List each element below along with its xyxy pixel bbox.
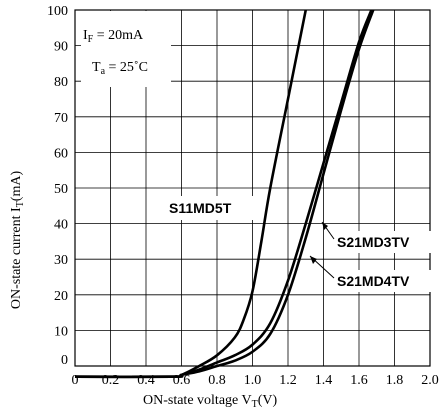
x-tick-label: 0.8 <box>208 373 226 388</box>
y-tick-label: 20 <box>54 289 68 304</box>
x-tick-label: 1.0 <box>244 373 262 388</box>
y-tick-label: 70 <box>54 111 68 126</box>
series-line-s21md4tv <box>74 9 375 379</box>
x-tick-label: 0.4 <box>137 373 155 388</box>
y-tick-label: 50 <box>54 182 68 197</box>
x-tick-label: 1.8 <box>386 373 404 388</box>
x-tick-label: 0 <box>72 373 79 388</box>
series-label-s21md4tv: S21MD4TV <box>337 273 410 289</box>
y-tick-label: 40 <box>54 218 68 233</box>
series-label-s21md3tv: S21MD3TV <box>337 234 410 250</box>
series-label-s11md5t: S11MD5T <box>169 200 232 216</box>
y-tick-label: 10 <box>54 324 68 339</box>
y-tick-label: 80 <box>54 75 68 90</box>
conditions-box: IF = 20mA Ta = 25˚C <box>81 11 171 87</box>
series-curves <box>74 9 375 379</box>
grid <box>75 10 430 366</box>
y-tick-label: 90 <box>54 40 68 55</box>
s21md3tv-arrowhead <box>322 222 328 230</box>
x-tick-label: 1.4 <box>315 373 333 388</box>
y-axis-title: ON-state current IT(mA) <box>9 171 26 310</box>
x-tick-label: 2.0 <box>421 373 439 388</box>
y-tick-label: 60 <box>54 146 68 161</box>
x-tick-label: 0.2 <box>102 373 120 388</box>
y-tick-label: 0 <box>61 353 68 368</box>
y-tick-label: 30 <box>54 253 68 268</box>
x-tick-label: 1.6 <box>350 373 368 388</box>
y-tick-label: 100 <box>47 4 68 19</box>
s21md4tv-arrowhead <box>310 256 317 264</box>
x-axis: 0 0.2 0.4 0.6 0.8 1.0 1.2 1.4 1.6 1.8 2.0 <box>72 373 439 388</box>
plot-frame <box>74 9 431 367</box>
ambient-temperature-label: Ta = 25˚C <box>92 60 148 77</box>
y-axis: 0 10 20 30 40 50 60 70 80 90 100 <box>47 4 68 368</box>
x-tick-label: 1.2 <box>279 373 297 388</box>
x-axis-title: ON-state voltage VT(V) <box>143 393 277 410</box>
forward-current-label: IF = 20mA <box>83 28 144 45</box>
